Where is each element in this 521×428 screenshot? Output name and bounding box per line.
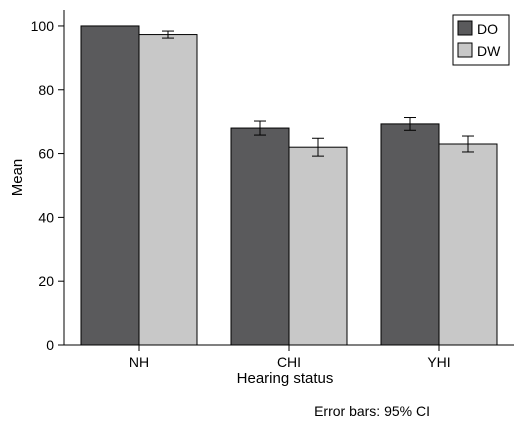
y-axis-title: Mean: [9, 159, 26, 197]
error-bar-do-yhi: [404, 117, 416, 131]
bar-do-nh: [80, 25, 140, 346]
bar-do-yhi: [380, 123, 440, 346]
error-bars-note: Error bars: 95% CI: [314, 403, 430, 419]
x-tick-label-nh: NH: [129, 354, 149, 370]
bar-dw-chi: [288, 146, 348, 346]
error-bars-group: [162, 30, 474, 157]
y-tick-label-0: 0: [46, 337, 54, 353]
x-tick-label-yhi: YHI: [427, 354, 450, 370]
y-tick-label-80: 80: [38, 82, 54, 98]
legend: DO DW: [452, 14, 510, 66]
y-tick-label-100: 100: [31, 18, 55, 34]
x-axis: NH CHI YHI: [64, 344, 514, 370]
y-axis: 0 20 40 60 80 100: [31, 10, 65, 353]
y-tick-label-60: 60: [38, 146, 54, 162]
bar-do-chi: [230, 127, 290, 346]
x-tick-label-chi: CHI: [277, 354, 301, 370]
legend-swatch-do: [457, 20, 473, 36]
error-bar-dw-yhi: [462, 135, 474, 153]
legend-swatch-dw: [457, 42, 473, 58]
y-tick-label-20: 20: [38, 273, 54, 289]
error-bar-dw-chi: [312, 137, 324, 157]
bar-dw-yhi: [438, 143, 498, 346]
legend-label-do: DO: [477, 21, 498, 37]
error-bar-dw-nh: [162, 30, 174, 39]
bars-group: [80, 25, 498, 346]
error-bar-do-chi: [254, 120, 266, 136]
legend-label-dw: DW: [477, 43, 501, 59]
y-tick-label-40: 40: [38, 209, 54, 225]
bar-dw-nh: [138, 34, 198, 346]
x-axis-title: Hearing status: [237, 370, 334, 387]
